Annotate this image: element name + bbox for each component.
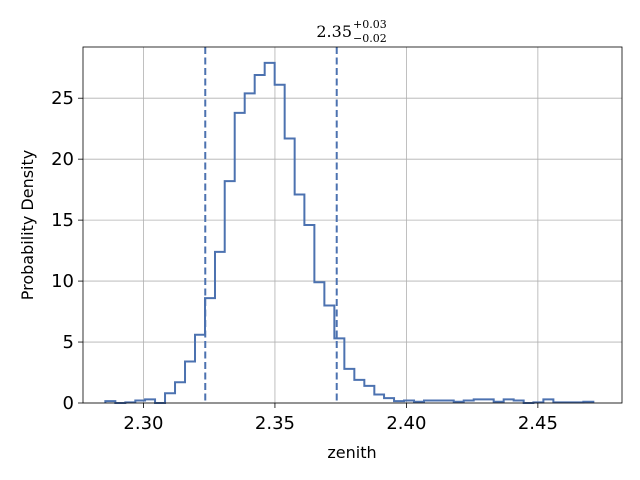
x-tick-label: 2.35 (255, 413, 295, 434)
histogram-bin (255, 75, 265, 403)
title-lower-error: −0.02 (353, 32, 387, 45)
title-upper-error: +0.03 (353, 18, 387, 31)
histogram-bin (145, 399, 155, 403)
histogram-bin (354, 380, 364, 403)
y-axis-ticks: 0 5 10 15 20 25 (51, 88, 83, 414)
histogram-bin (384, 398, 394, 403)
histogram-outline (104, 61, 595, 404)
y-tick-label: 15 (51, 210, 74, 231)
histogram-bin (285, 138, 295, 403)
x-tick-label: 2.40 (386, 413, 426, 434)
y-tick-label: 10 (51, 271, 74, 292)
y-tick-label: 20 (51, 149, 74, 170)
histogram-bin (344, 369, 354, 403)
x-axis-ticks: 2.30 2.35 2.40 2.45 (123, 403, 558, 434)
histogram-bin (543, 399, 553, 403)
histogram-bin (275, 85, 285, 403)
histogram-bin (364, 386, 374, 403)
histogram-bin (474, 399, 484, 403)
histogram-bin (245, 93, 255, 403)
histogram-bin (504, 399, 514, 403)
histogram-bin (225, 181, 235, 403)
histogram-bin (235, 113, 245, 403)
histogram-bin (205, 298, 215, 403)
y-tick-label: 5 (63, 332, 74, 353)
histogram-bin (304, 225, 314, 403)
histogram-bin (295, 195, 305, 403)
histogram-bin (195, 335, 205, 403)
plot-frame (82, 46, 623, 404)
histogram-bin (165, 393, 175, 403)
y-tick-label: 25 (51, 88, 74, 109)
histogram-bin (314, 282, 324, 403)
histogram-bin (215, 252, 225, 403)
credible-interval-lines (204, 47, 338, 403)
chart-title: 2.35 +0.03 −0.02 (316, 18, 386, 45)
histogram-bin (334, 338, 344, 403)
histogram-bin (374, 394, 384, 403)
x-tick-label: 2.45 (518, 413, 558, 434)
histogram-bin (484, 399, 494, 403)
y-tick-label: 0 (63, 393, 74, 414)
histogram-bin (175, 382, 185, 403)
histogram-bin (265, 63, 275, 403)
histogram-bin (185, 362, 195, 403)
y-axis-label: Probability Density (18, 150, 37, 301)
x-axis-label: zenith (327, 443, 376, 462)
x-tick-label: 2.30 (123, 413, 163, 434)
histogram-series (104, 61, 595, 404)
histogram-bin (324, 305, 334, 403)
title-value: 2.35 (316, 22, 352, 41)
